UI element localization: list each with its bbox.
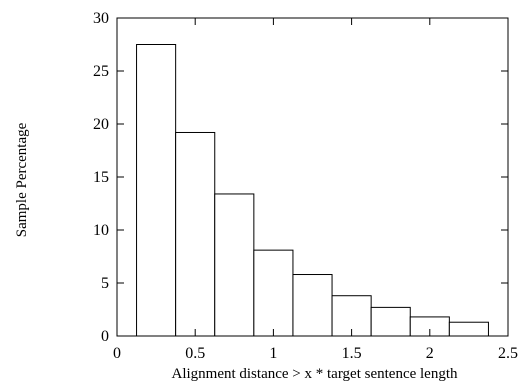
bar-2 xyxy=(175,131,216,337)
y-tick-label: 25 xyxy=(93,63,109,80)
x-tick-label: 1 xyxy=(269,345,277,362)
y-tick-label: 15 xyxy=(93,169,109,186)
x-tick-label: 0 xyxy=(113,345,121,362)
y-tick-label: 20 xyxy=(93,116,109,133)
y-axis-label-group: Sample Percentage xyxy=(14,122,30,237)
x-tick-label: 0.5 xyxy=(185,345,205,362)
bars-group xyxy=(136,44,489,337)
y-tick-label: 5 xyxy=(101,275,109,292)
bar-9 xyxy=(448,321,489,337)
y-axis-label: Sample Percentage xyxy=(14,122,30,237)
y-tick-label: 10 xyxy=(93,222,109,239)
x-tick-label: 2.5 xyxy=(498,345,518,362)
y-tick-label: 0 xyxy=(101,328,109,345)
bar-7 xyxy=(370,306,411,337)
plot-frame xyxy=(116,17,509,337)
bar-5 xyxy=(292,274,333,337)
x-tick-label: 1.5 xyxy=(342,345,362,362)
y-tick-label: 30 xyxy=(93,10,109,27)
bar-1 xyxy=(136,44,177,337)
bar-3 xyxy=(214,193,255,337)
bar-4 xyxy=(253,249,294,337)
x-axis-label: Alignment distance > x * target sentence… xyxy=(171,366,458,382)
x-tick-label: 2 xyxy=(426,345,434,362)
